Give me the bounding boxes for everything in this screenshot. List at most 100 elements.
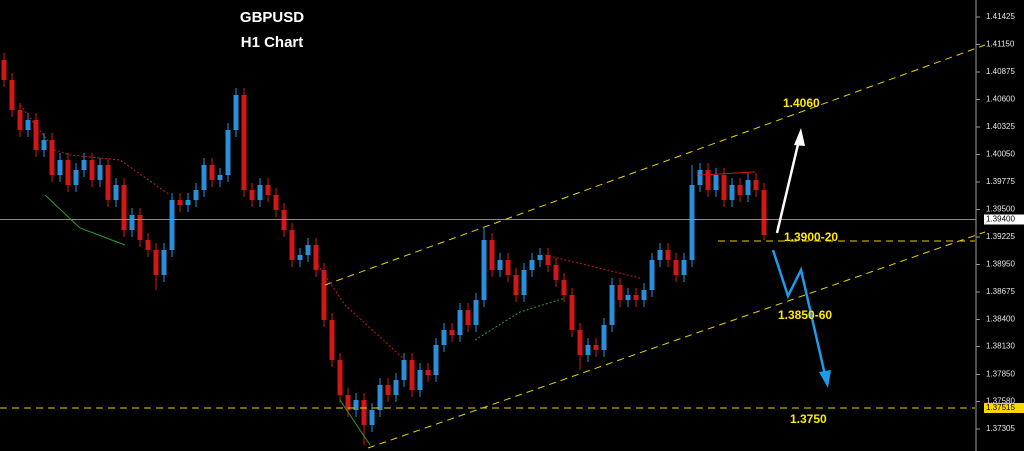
y-tick-label: 1.41150 xyxy=(986,40,1015,49)
annotation: 1.3900-20 xyxy=(784,230,838,244)
candle-body xyxy=(457,310,463,335)
candle-body xyxy=(369,410,375,425)
candle-body xyxy=(625,295,631,300)
candle-body xyxy=(417,370,423,390)
candle-body xyxy=(449,330,455,335)
channel-lower xyxy=(367,231,986,449)
candle-body xyxy=(729,185,735,200)
chart-title: GBPUSD xyxy=(240,9,304,26)
candle-body xyxy=(289,230,295,260)
candle-body xyxy=(657,250,663,260)
plot xyxy=(0,53,976,445)
y-tick-label: 1.38675 xyxy=(986,287,1015,296)
candle-body xyxy=(489,240,495,270)
y-tick-label: 1.37305 xyxy=(986,424,1015,433)
candle-body xyxy=(129,215,135,230)
candle-body xyxy=(521,270,527,295)
chart-subtitle: H1 Chart xyxy=(241,34,304,51)
candle-body xyxy=(353,400,359,410)
candle-body xyxy=(193,190,199,200)
up-arrow xyxy=(775,139,801,234)
candle-body xyxy=(561,280,567,295)
candle-body xyxy=(97,165,103,180)
candle-body xyxy=(313,245,319,270)
candle-body xyxy=(665,250,671,260)
y-tick-label: 1.38400 xyxy=(986,315,1015,324)
candle-body xyxy=(537,255,543,260)
price-marker-label: 1.39400 xyxy=(986,215,1015,224)
candle-body xyxy=(385,385,391,395)
candle-body xyxy=(481,240,487,300)
price-marker-label: 1.37515 xyxy=(986,403,1015,412)
candle-body xyxy=(145,240,151,250)
pattern-line xyxy=(699,171,756,176)
candle-body xyxy=(545,255,551,265)
candle-body xyxy=(305,245,311,255)
y-tick-label: 1.40325 xyxy=(986,122,1015,131)
pattern-line xyxy=(339,399,371,446)
y-tick-label: 1.39500 xyxy=(986,205,1015,214)
candle-body xyxy=(73,170,79,185)
channel-upper xyxy=(324,44,986,286)
candle-body xyxy=(745,180,751,195)
candle-body xyxy=(593,345,599,350)
candle-body xyxy=(577,330,583,355)
annotation: 1.3850-60 xyxy=(778,308,832,322)
pattern-line xyxy=(44,194,126,246)
candle-body xyxy=(689,185,695,260)
candle-body xyxy=(641,290,647,300)
candle-body xyxy=(441,330,447,345)
y-tick-label: 1.37850 xyxy=(986,370,1015,379)
candle-body xyxy=(233,95,239,130)
candle-body xyxy=(345,395,351,410)
price-marker-box xyxy=(984,214,1024,225)
y-tick-label: 1.38130 xyxy=(986,342,1015,351)
down-arrowhead xyxy=(819,370,831,388)
candle-body xyxy=(705,170,711,190)
candle-body xyxy=(169,200,175,250)
y-tick-label: 1.39775 xyxy=(986,177,1015,186)
candle-body xyxy=(113,185,119,200)
candle-body xyxy=(201,165,207,190)
pattern-line xyxy=(19,104,171,196)
candle-body xyxy=(361,400,367,425)
drawings xyxy=(0,44,986,449)
candle-body xyxy=(529,260,535,270)
candle-body xyxy=(65,160,71,185)
up-arrowhead xyxy=(794,128,805,146)
candle-body xyxy=(473,300,479,325)
candle-body xyxy=(257,185,263,200)
candle-body xyxy=(393,380,399,395)
candle-body xyxy=(649,260,655,290)
candle-body xyxy=(633,295,639,300)
candle-body xyxy=(497,260,503,270)
candle-body xyxy=(585,345,591,355)
candle-body xyxy=(609,285,615,325)
candle-body xyxy=(81,160,87,170)
down-arrow xyxy=(771,249,827,376)
candle-body xyxy=(177,200,183,205)
pattern-line xyxy=(474,297,566,341)
candle-body xyxy=(401,360,407,380)
candle-body xyxy=(161,250,167,275)
candle-body xyxy=(697,170,703,185)
candle-body xyxy=(33,120,39,150)
candle-body xyxy=(89,160,95,180)
candle-body xyxy=(617,285,623,300)
y-tick-label: 1.40050 xyxy=(986,150,1015,159)
candle-body xyxy=(425,370,431,375)
candle-body xyxy=(513,275,519,295)
annotation: 1.3750 xyxy=(790,412,827,426)
candle-body xyxy=(569,295,575,330)
candle-body xyxy=(49,140,55,175)
candle-body xyxy=(721,175,727,200)
candle-body xyxy=(553,265,559,280)
candle-body xyxy=(433,345,439,375)
candle-body xyxy=(273,195,279,210)
candle-body xyxy=(761,190,767,235)
pattern-line xyxy=(544,254,641,279)
candle-body xyxy=(409,360,415,390)
y-tick-label: 1.37580 xyxy=(986,397,1015,406)
